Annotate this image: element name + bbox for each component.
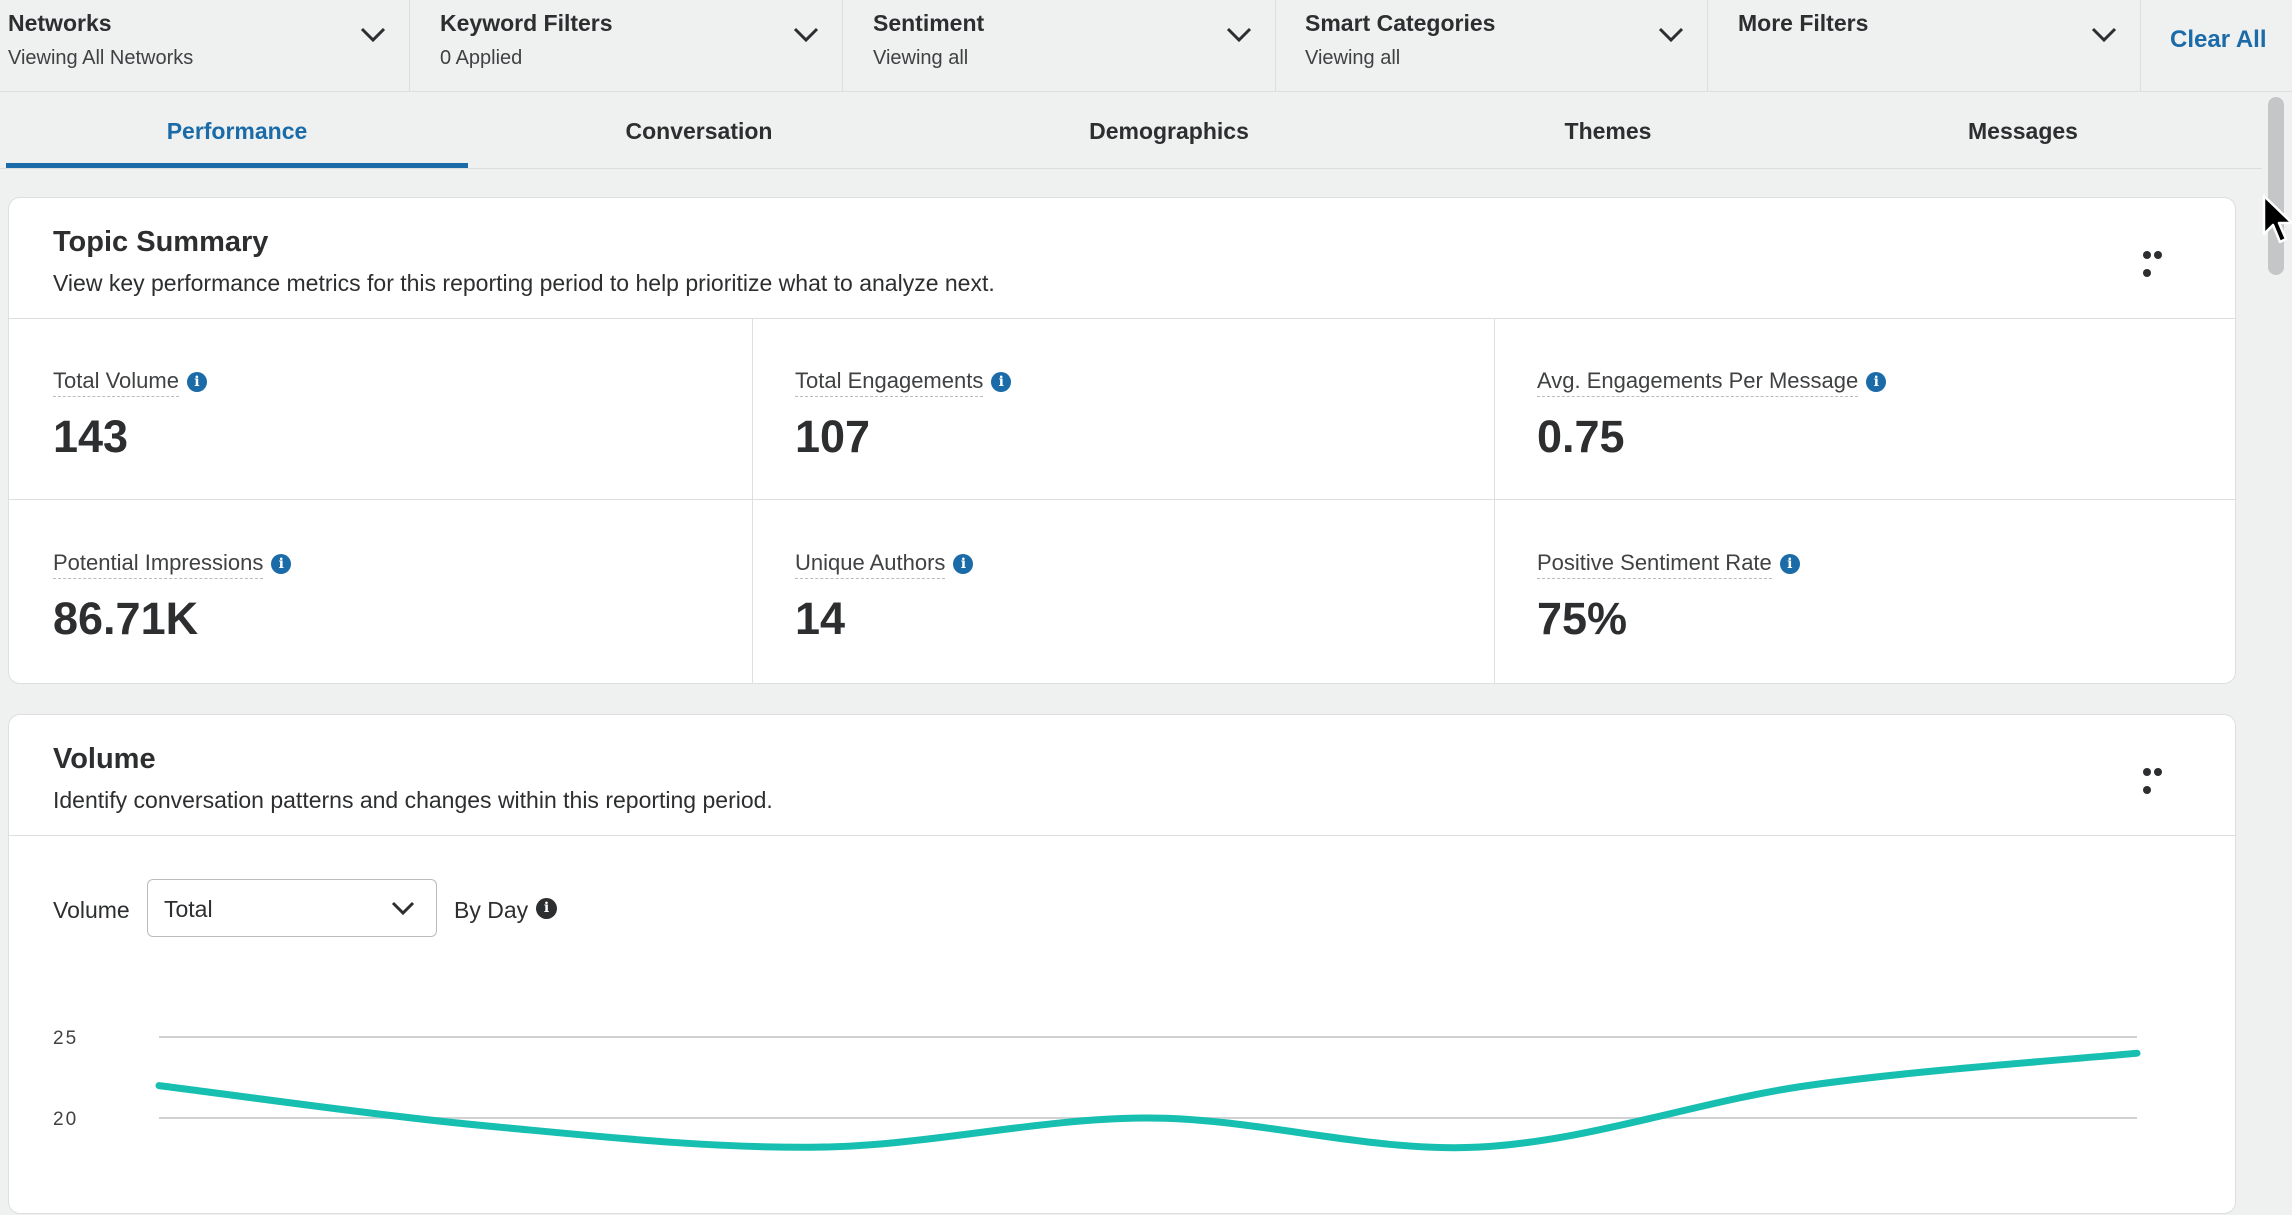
metric-total-engagements: Total Engagements i 107 [795, 368, 1012, 463]
divider [9, 835, 2235, 836]
granularity-label: By Day [454, 897, 529, 923]
filter-keyword[interactable]: Keyword Filters 0 Applied [410, 0, 843, 91]
metric-label[interactable]: Potential Impressions [53, 550, 264, 579]
metric-label[interactable]: Total Volume [53, 368, 179, 397]
divider [9, 499, 2235, 500]
filter-smart-categories-title: Smart Categories [1305, 10, 1496, 36]
more-options-icon[interactable] [2143, 763, 2175, 794]
filter-bar: Networks Viewing All Networks Keyword Fi… [0, 0, 2292, 92]
topic-summary-title: Topic Summary [53, 226, 269, 258]
chevron-down-icon [2091, 27, 2117, 43]
metric-total-volume: Total Volume i 143 [53, 368, 207, 463]
filter-networks-subtitle: Viewing All Networks [8, 47, 194, 69]
scrollbar-thumb[interactable] [2268, 97, 2284, 275]
metric-value: 75% [1537, 593, 1628, 644]
topic-summary-description: View key performance metrics for this re… [53, 270, 995, 296]
metric-value: 107 [795, 411, 871, 462]
metric-value: 143 [53, 411, 129, 462]
metric-positive-sentiment: Positive Sentiment Rate i 75% [1537, 550, 1800, 645]
metric-label[interactable]: Unique Authors [795, 550, 946, 579]
chevron-down-icon [360, 27, 386, 43]
chevron-down-icon [1226, 27, 1252, 43]
filter-more-title: More Filters [1738, 10, 1869, 36]
info-icon[interactable]: i [186, 372, 207, 392]
filter-keyword-title: Keyword Filters [440, 10, 613, 36]
more-options-icon[interactable] [2143, 246, 2175, 277]
metric-label[interactable]: Avg. Engagements Per Message [1537, 368, 1859, 397]
filter-more[interactable]: More Filters [1708, 0, 2141, 91]
filter-sentiment-subtitle: Viewing all [873, 47, 969, 69]
info-icon[interactable]: i [1866, 372, 1887, 392]
filter-sentiment[interactable]: Sentiment Viewing all [843, 0, 1276, 91]
tab-messages[interactable]: Messages [1968, 118, 2078, 144]
volume-type-value: Total [164, 896, 213, 922]
divider [1494, 318, 1495, 684]
metric-value: 86.71K [53, 593, 199, 644]
volume-control-label: Volume [53, 897, 130, 923]
divider [752, 318, 753, 684]
volume-card: Volume Identify conversation patterns an… [8, 714, 2236, 1214]
info-icon[interactable]: i [953, 554, 974, 574]
metric-value: 14 [795, 593, 846, 644]
filter-keyword-subtitle: 0 Applied [440, 47, 523, 69]
filter-smart-categories-subtitle: Viewing all [1305, 47, 1401, 69]
tab-performance[interactable]: Performance [6, 92, 468, 168]
metric-label[interactable]: Positive Sentiment Rate [1537, 550, 1772, 579]
filter-sentiment-title: Sentiment [873, 10, 985, 36]
topic-summary-card: Topic Summary View key performance metri… [8, 197, 2236, 684]
filter-networks-title: Networks [8, 10, 112, 36]
metric-label[interactable]: Total Engagements [795, 368, 984, 397]
y-tick-label: 20 [53, 1109, 78, 1130]
info-icon[interactable]: i [991, 372, 1012, 392]
tab-demographics[interactable]: Demographics [1089, 118, 1249, 144]
series-line [155, 1049, 2141, 1152]
tab-conversation[interactable]: Conversation [625, 118, 773, 144]
metric-potential-impressions: Potential Impressions i 86.71K [53, 550, 292, 645]
volume-description: Identify conversation patterns and chang… [53, 787, 773, 813]
volume-type-select[interactable]: Total [147, 879, 437, 937]
info-icon[interactable]: i [271, 554, 292, 574]
clear-all-button[interactable]: Clear All [2170, 26, 2267, 53]
filter-networks[interactable]: Networks Viewing All Networks [0, 0, 410, 91]
mouse-pointer-icon [2262, 194, 2292, 244]
y-tick-label: 25 [53, 1028, 78, 1049]
filter-smart-categories[interactable]: Smart Categories Viewing all [1276, 0, 1708, 91]
chevron-down-icon [391, 901, 415, 916]
metric-unique-authors: Unique Authors i 14 [795, 550, 974, 645]
tab-themes[interactable]: Themes [1564, 118, 1652, 144]
chevron-down-icon [793, 27, 819, 43]
metric-value: 0.75 [1537, 411, 1625, 462]
metric-avg-engagements: Avg. Engagements Per Message i 0.75 [1537, 368, 1887, 463]
volume-title: Volume [53, 743, 156, 775]
info-icon[interactable]: i [1779, 554, 1800, 574]
info-icon[interactable]: i [536, 898, 557, 919]
chevron-down-icon [1658, 27, 1684, 43]
report-tabs: Performance Conversation Demographics Th… [0, 92, 2262, 169]
divider [9, 318, 2235, 319]
